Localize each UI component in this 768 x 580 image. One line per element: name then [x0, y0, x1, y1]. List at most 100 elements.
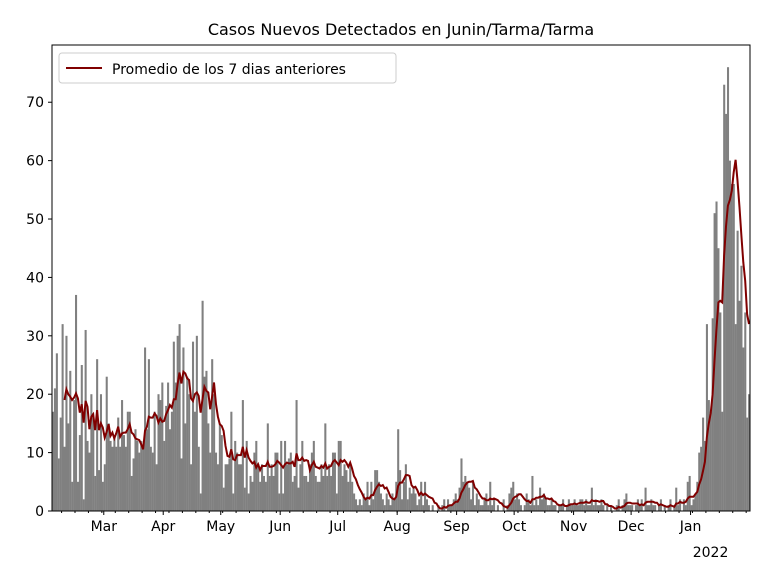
bar: [291, 481, 294, 511]
bar: [312, 440, 315, 511]
bar: [571, 505, 574, 511]
bar: [247, 493, 250, 511]
bar: [705, 324, 708, 511]
bar: [535, 499, 538, 511]
bar: [485, 493, 488, 511]
bar: [299, 464, 302, 511]
bar: [542, 493, 545, 511]
bar: [168, 429, 172, 511]
bar: [103, 464, 106, 511]
legend-box: [58, 52, 397, 84]
bar: [282, 493, 285, 511]
bar: [401, 499, 404, 511]
bar: [115, 446, 118, 511]
bar: [142, 446, 145, 511]
y-tick-label: 60: [26, 154, 44, 170]
bar: [90, 394, 93, 511]
bar: [527, 499, 530, 511]
bar: [61, 324, 64, 511]
bar: [372, 499, 375, 511]
bar: [644, 487, 647, 511]
x-axis: Mar Apr May Jun Jul Aug Sep Oct Nov Dec Jan 2022: [61, 511, 747, 561]
bar: [742, 347, 745, 511]
bar: [448, 505, 452, 511]
bar: [726, 67, 730, 511]
bar: [105, 376, 108, 511]
bar: [546, 505, 549, 511]
bar: [686, 481, 689, 511]
bar: [360, 505, 363, 511]
legend: Promedio de los 7 dias anteriores: [58, 52, 397, 84]
line-layer: [63, 159, 750, 510]
bar: [113, 435, 116, 511]
bar: [69, 370, 72, 511]
bar: [226, 464, 229, 511]
bar: [124, 446, 127, 511]
bar: [646, 505, 649, 511]
bar: [230, 411, 233, 511]
bar: [688, 475, 691, 511]
bar: [462, 481, 465, 511]
bar: [75, 294, 78, 511]
bar: [165, 405, 168, 511]
bar: [351, 481, 354, 511]
bar: [569, 505, 572, 511]
bar: [596, 505, 599, 511]
bar: [280, 440, 283, 511]
bar: [673, 505, 676, 511]
bar: [145, 429, 149, 511]
bar: [220, 435, 223, 511]
bar: [330, 475, 333, 511]
bar: [107, 423, 110, 511]
bar: [366, 481, 369, 511]
bar: [78, 435, 81, 511]
bar: [239, 464, 242, 511]
bar: [539, 487, 542, 511]
bar: [259, 481, 262, 511]
bar: [111, 446, 114, 511]
bar: [276, 452, 279, 511]
bar: [746, 417, 749, 511]
bar: [579, 499, 582, 511]
bar: [55, 353, 58, 511]
bar: [512, 481, 515, 511]
x-tick-label: Aug: [383, 519, 410, 535]
bar: [316, 481, 319, 511]
bar: [602, 505, 605, 511]
bar: [264, 481, 267, 511]
x-tick-label: Oct: [502, 519, 527, 535]
bar: [53, 388, 56, 511]
bar: [132, 458, 135, 511]
bar: [188, 394, 191, 511]
bar: [466, 481, 469, 511]
bar: [679, 499, 682, 511]
bar: [222, 487, 225, 511]
bar: [214, 452, 218, 511]
bar: [424, 481, 427, 511]
bar: [585, 499, 588, 511]
bar: [96, 359, 99, 511]
bar: [493, 499, 496, 511]
bar: [531, 475, 534, 511]
bar: [560, 505, 563, 511]
bar: [719, 312, 722, 511]
bar: [203, 376, 206, 511]
bar: [694, 493, 697, 511]
bar: [707, 400, 710, 511]
bar: [121, 400, 124, 511]
bar: [470, 499, 473, 511]
bar: [161, 382, 164, 511]
bar: [638, 505, 641, 511]
bar: [197, 446, 200, 511]
bar: [86, 440, 89, 511]
bar: [119, 446, 122, 511]
bar: [52, 411, 55, 511]
bars-layer: [52, 67, 751, 512]
bar: [692, 499, 695, 511]
bar: [149, 446, 152, 511]
bar: [717, 248, 720, 511]
bar: [82, 499, 85, 511]
bar: [600, 499, 603, 511]
y-tick-label: 50: [26, 212, 44, 228]
bar: [519, 505, 522, 511]
